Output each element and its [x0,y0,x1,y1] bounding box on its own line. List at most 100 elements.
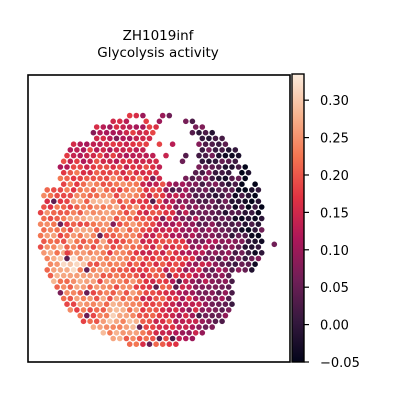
tissue-spot [100,318,107,325]
tissue-spot [130,324,136,330]
tissue-spot [150,312,156,319]
tissue-spot [183,209,189,216]
spatial-spots [37,112,278,348]
tissue-spot [67,192,74,199]
tissue-spot [219,192,225,199]
tissue-spot [77,152,83,159]
tissue-spot [44,232,50,239]
tissue-spot [159,112,166,119]
tissue-spot [150,232,156,239]
tissue-spot [67,181,74,187]
tissue-spot [258,238,265,245]
tissue-spot [107,272,113,279]
tissue-spot [77,187,83,193]
tissue-spot [80,158,87,165]
tissue-spot [173,341,179,348]
colorbar [291,73,305,363]
tissue-spot [146,318,153,325]
tissue-spot [113,284,120,290]
tissue-spot [70,187,77,193]
colorbar-tick-label: 0.00 [320,319,349,334]
tissue-spot [258,250,265,256]
tissue-spot [70,221,77,227]
tissue-spot [74,181,80,187]
tissue-spot [80,227,87,233]
tissue-spot [150,175,156,182]
tissue-spot [47,272,54,279]
tissue-spot [123,187,130,193]
tissue-spot [126,295,133,302]
tissue-spot [235,187,242,193]
tissue-spot [123,267,130,273]
tissue-spot [179,307,186,313]
tissue-spot [229,198,235,205]
tissue-spot [100,284,107,290]
tissue-spot [64,152,70,159]
tissue-spot [136,164,143,170]
tissue-spot [179,330,186,336]
tissue-spot [100,124,107,130]
tissue-spot [206,169,212,176]
tissue-spot [159,307,166,313]
tissue-spot [107,124,113,130]
tissue-spot [209,312,215,319]
tissue-spot [179,284,186,290]
tissue-spot [150,152,156,159]
tissue-spot [74,238,80,245]
tissue-spot [110,198,116,205]
tissue-spot [117,175,123,182]
tissue-spot [143,290,149,296]
tissue-spot [136,129,143,136]
tissue-spot [87,318,93,325]
tissue-spot [143,324,149,330]
tissue-spot [70,267,77,273]
tissue-spot [64,244,70,250]
tissue-spot [47,192,54,199]
tissue-spot [225,284,232,290]
colorbar-tick-label: 0.30 [320,94,349,109]
tissue-spot [107,192,113,199]
tissue-spot [87,238,93,245]
tissue-spot [206,250,212,256]
tissue-spot [93,192,100,199]
tissue-spot [206,295,212,302]
tissue-spot [176,221,182,227]
tissue-spot [202,129,209,136]
tissue-spot [199,238,206,245]
tissue-spot [47,250,54,256]
tissue-spot [146,215,153,222]
tissue-spot [245,192,252,199]
tissue-spot [239,238,245,245]
tissue-spot [239,204,245,210]
tissue-spot [90,312,97,319]
tissue-spot [222,141,229,147]
tissue-spot [110,255,116,262]
tissue-spot [189,129,196,136]
tissue-spot [80,215,87,222]
tissue-spot [179,318,186,325]
tissue-spot [97,312,103,319]
tissue-spot [100,158,107,165]
tissue-spot [225,250,232,256]
tissue-spot [110,324,116,330]
tissue-spot [156,164,163,170]
tissue-spot [67,158,74,165]
tissue-spot [110,221,116,227]
tissue-spot [202,209,209,216]
tissue-spot [153,181,159,187]
tissue-spot [77,232,83,239]
tissue-spot [225,295,232,302]
tissue-spot [192,181,199,187]
tissue-spot [57,255,64,262]
tissue-spot [143,335,149,342]
tissue-spot [80,204,87,210]
tissue-spot [123,221,130,227]
tissue-spot [209,152,215,159]
tissue-spot [153,272,159,279]
tissue-spot [219,261,225,268]
tissue-spot [110,141,116,147]
tissue-spot [216,187,222,193]
tissue-spot [212,227,219,233]
tissue-spot [74,158,80,165]
tissue-spot [209,175,215,182]
